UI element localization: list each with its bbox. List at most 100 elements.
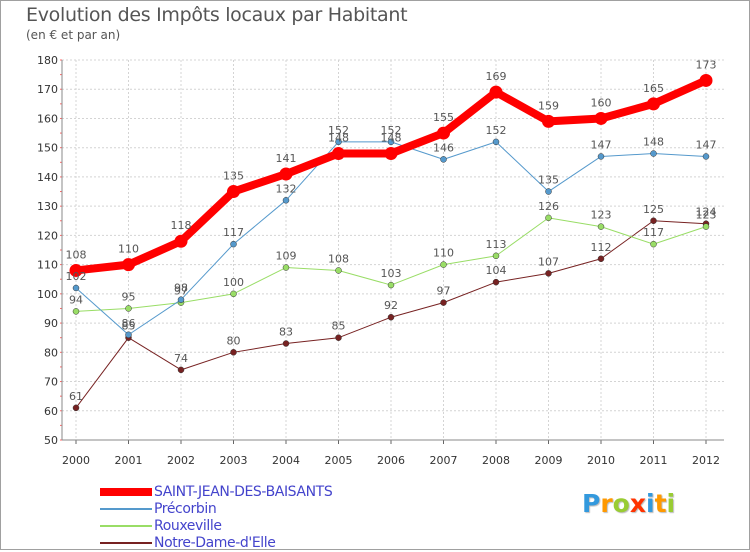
data-label: 117 <box>643 226 664 239</box>
logo-letter: t <box>654 489 667 518</box>
data-label: 148 <box>328 132 349 145</box>
data-label: 85 <box>122 320 136 333</box>
y-tick-label: 140 <box>37 171 58 184</box>
data-label: 110 <box>118 243 139 256</box>
y-tick-label: 70 <box>44 376 58 389</box>
legend-label: Notre-Dame-d'Elle <box>154 535 276 551</box>
data-point <box>279 167 293 181</box>
x-tick-label: 2006 <box>377 454 405 467</box>
data-label: 135 <box>223 170 244 183</box>
data-point <box>335 138 342 146</box>
x-tick-label: 2001 <box>115 454 143 467</box>
data-point <box>384 147 398 161</box>
data-point <box>387 281 395 289</box>
data-label: 113 <box>486 238 507 251</box>
data-label: 173 <box>696 58 717 71</box>
data-point <box>174 234 188 248</box>
data-point <box>545 214 552 222</box>
data-label: 123 <box>591 209 612 222</box>
data-label: 103 <box>381 267 402 280</box>
x-tick-label: 2004 <box>272 454 300 467</box>
chart-subtitle: (en € et par an) <box>26 28 121 42</box>
x-tick-label: 2002 <box>167 454 195 467</box>
legend-swatch <box>100 525 152 527</box>
data-label: 97 <box>437 285 451 298</box>
data-point <box>230 240 237 248</box>
data-point <box>72 284 80 292</box>
data-label: 148 <box>643 136 664 149</box>
data-label: 80 <box>227 334 241 347</box>
data-label: 61 <box>69 390 83 403</box>
data-label: 117 <box>223 226 244 239</box>
y-tick-label: 90 <box>44 317 58 330</box>
data-point <box>437 126 450 140</box>
data-point <box>699 73 713 87</box>
data-point <box>702 223 710 230</box>
data-point <box>597 223 605 230</box>
data-point <box>282 340 290 347</box>
x-tick-label: 2009 <box>535 454 563 467</box>
x-tick-label: 2005 <box>325 454 353 467</box>
data-label: 104 <box>486 264 507 277</box>
data-label: 126 <box>538 200 559 213</box>
y-tick-label: 100 <box>37 288 58 301</box>
data-label: 107 <box>538 255 559 268</box>
logo-letter: i <box>646 489 655 518</box>
data-point <box>335 334 342 341</box>
data-point <box>440 156 447 163</box>
x-tick-label: 2010 <box>587 454 615 467</box>
data-point <box>542 114 555 128</box>
y-tick-label: 80 <box>44 346 58 359</box>
data-point <box>650 240 657 248</box>
logo-letter: i <box>666 489 676 518</box>
y-tick-label: 150 <box>37 142 58 155</box>
data-label: 109 <box>276 250 297 263</box>
data-point <box>440 299 447 306</box>
data-label: 123 <box>696 209 717 222</box>
logo-letter: o <box>612 489 630 518</box>
data-point <box>489 85 503 99</box>
data-point <box>72 308 80 315</box>
x-tick-label: 2011 <box>640 454 668 467</box>
data-point <box>230 349 237 356</box>
legend-label: SAINT-JEAN-DES-BAISANTS <box>154 484 333 500</box>
data-label: 132 <box>276 182 297 195</box>
data-point <box>177 296 185 303</box>
data-label: 97 <box>174 285 188 298</box>
data-point <box>230 290 237 298</box>
y-tick-label: 60 <box>44 405 58 418</box>
legend-swatch <box>100 542 152 544</box>
data-label: 146 <box>433 141 454 154</box>
data-label: 147 <box>591 138 612 151</box>
legend-label: Rouxeville <box>154 518 222 534</box>
logo-letter: P <box>582 489 601 518</box>
data-point <box>647 97 660 111</box>
data-label: 85 <box>332 320 346 333</box>
data-label: 148 <box>381 132 402 145</box>
data-label: 118 <box>171 219 192 232</box>
data-label: 83 <box>279 326 293 339</box>
legend-swatch <box>100 488 152 496</box>
data-label: 152 <box>486 124 507 137</box>
y-tick-label: 110 <box>37 259 58 272</box>
data-point <box>594 111 608 125</box>
logo-letter: x <box>629 489 646 518</box>
data-label: 155 <box>433 111 454 124</box>
x-tick-label: 2012 <box>692 454 720 467</box>
data-point <box>282 197 290 204</box>
data-point <box>492 278 500 286</box>
data-label: 74 <box>174 352 188 365</box>
data-label: 112 <box>591 241 612 254</box>
proxiti-logo: Proxiti <box>582 489 675 518</box>
data-label: 124 <box>696 206 717 219</box>
data-point <box>335 267 342 274</box>
data-point <box>597 255 605 263</box>
data-point <box>69 263 83 277</box>
x-tick-label: 2008 <box>482 454 510 467</box>
data-point <box>72 404 80 412</box>
y-tick-label: 170 <box>37 83 58 96</box>
data-point <box>492 252 500 260</box>
data-point <box>227 185 240 199</box>
data-label: 98 <box>174 282 188 295</box>
